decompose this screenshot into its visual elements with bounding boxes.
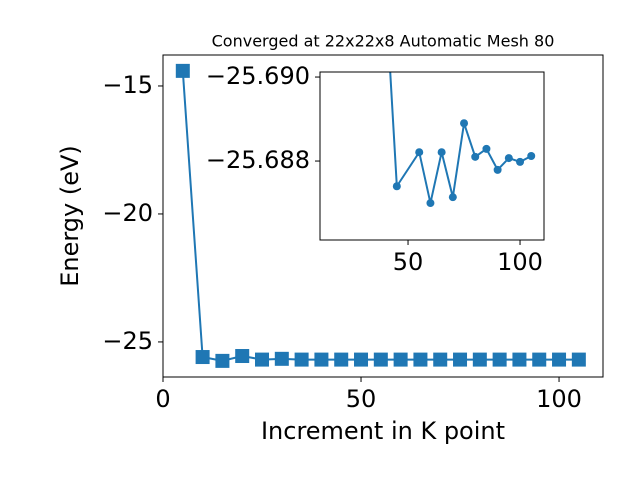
data-marker <box>472 352 487 367</box>
data-marker <box>492 352 507 367</box>
data-marker <box>413 352 428 367</box>
axes-frame <box>162 54 604 378</box>
data-marker <box>460 119 469 128</box>
y-tick-label: −25 <box>102 327 153 355</box>
x-tick-label: 100 <box>497 248 543 276</box>
x-axis-label: Increment in K point <box>261 417 505 445</box>
plot-content <box>175 63 586 368</box>
data-marker <box>453 352 468 367</box>
data-marker <box>354 352 369 367</box>
data-marker <box>471 152 480 161</box>
y-tick-label: −15 <box>102 71 153 99</box>
data-marker <box>195 350 210 365</box>
chart-title: Converged at 22x22x8 Automatic Mesh 80 <box>212 32 555 51</box>
y-axis-label: Energy (eV) <box>56 145 84 287</box>
data-marker <box>215 353 230 368</box>
data-marker <box>393 352 408 367</box>
data-marker <box>437 148 446 157</box>
data-marker <box>426 199 435 208</box>
x-tick-label: 50 <box>346 385 377 413</box>
y-tick-label: −20 <box>102 199 153 227</box>
data-marker <box>415 148 424 157</box>
axes-frame <box>319 71 545 241</box>
data-marker <box>448 193 457 202</box>
data-marker <box>512 352 527 367</box>
data-marker <box>516 157 525 166</box>
data-marker <box>373 352 388 367</box>
data-marker <box>392 182 401 191</box>
x-tick-label: 100 <box>536 385 582 413</box>
data-marker <box>235 349 250 364</box>
data-marker <box>274 351 289 366</box>
data-marker <box>493 165 502 174</box>
data-marker <box>175 63 190 78</box>
data-marker <box>504 154 513 163</box>
data-marker <box>552 352 567 367</box>
data-marker <box>527 152 536 160</box>
data-marker <box>571 352 586 367</box>
y-tick-label: −25.690 <box>206 62 310 90</box>
plot-content <box>389 72 536 208</box>
data-marker <box>294 352 309 367</box>
x-tick-label: 50 <box>393 248 424 276</box>
data-marker <box>314 352 329 367</box>
data-marker <box>532 352 547 367</box>
data-marker <box>433 352 448 367</box>
data-marker <box>334 352 349 367</box>
data-marker <box>255 352 270 367</box>
x-tick-label: 0 <box>155 385 170 413</box>
y-tick-label: −25.688 <box>206 146 310 174</box>
data-marker <box>482 144 491 153</box>
